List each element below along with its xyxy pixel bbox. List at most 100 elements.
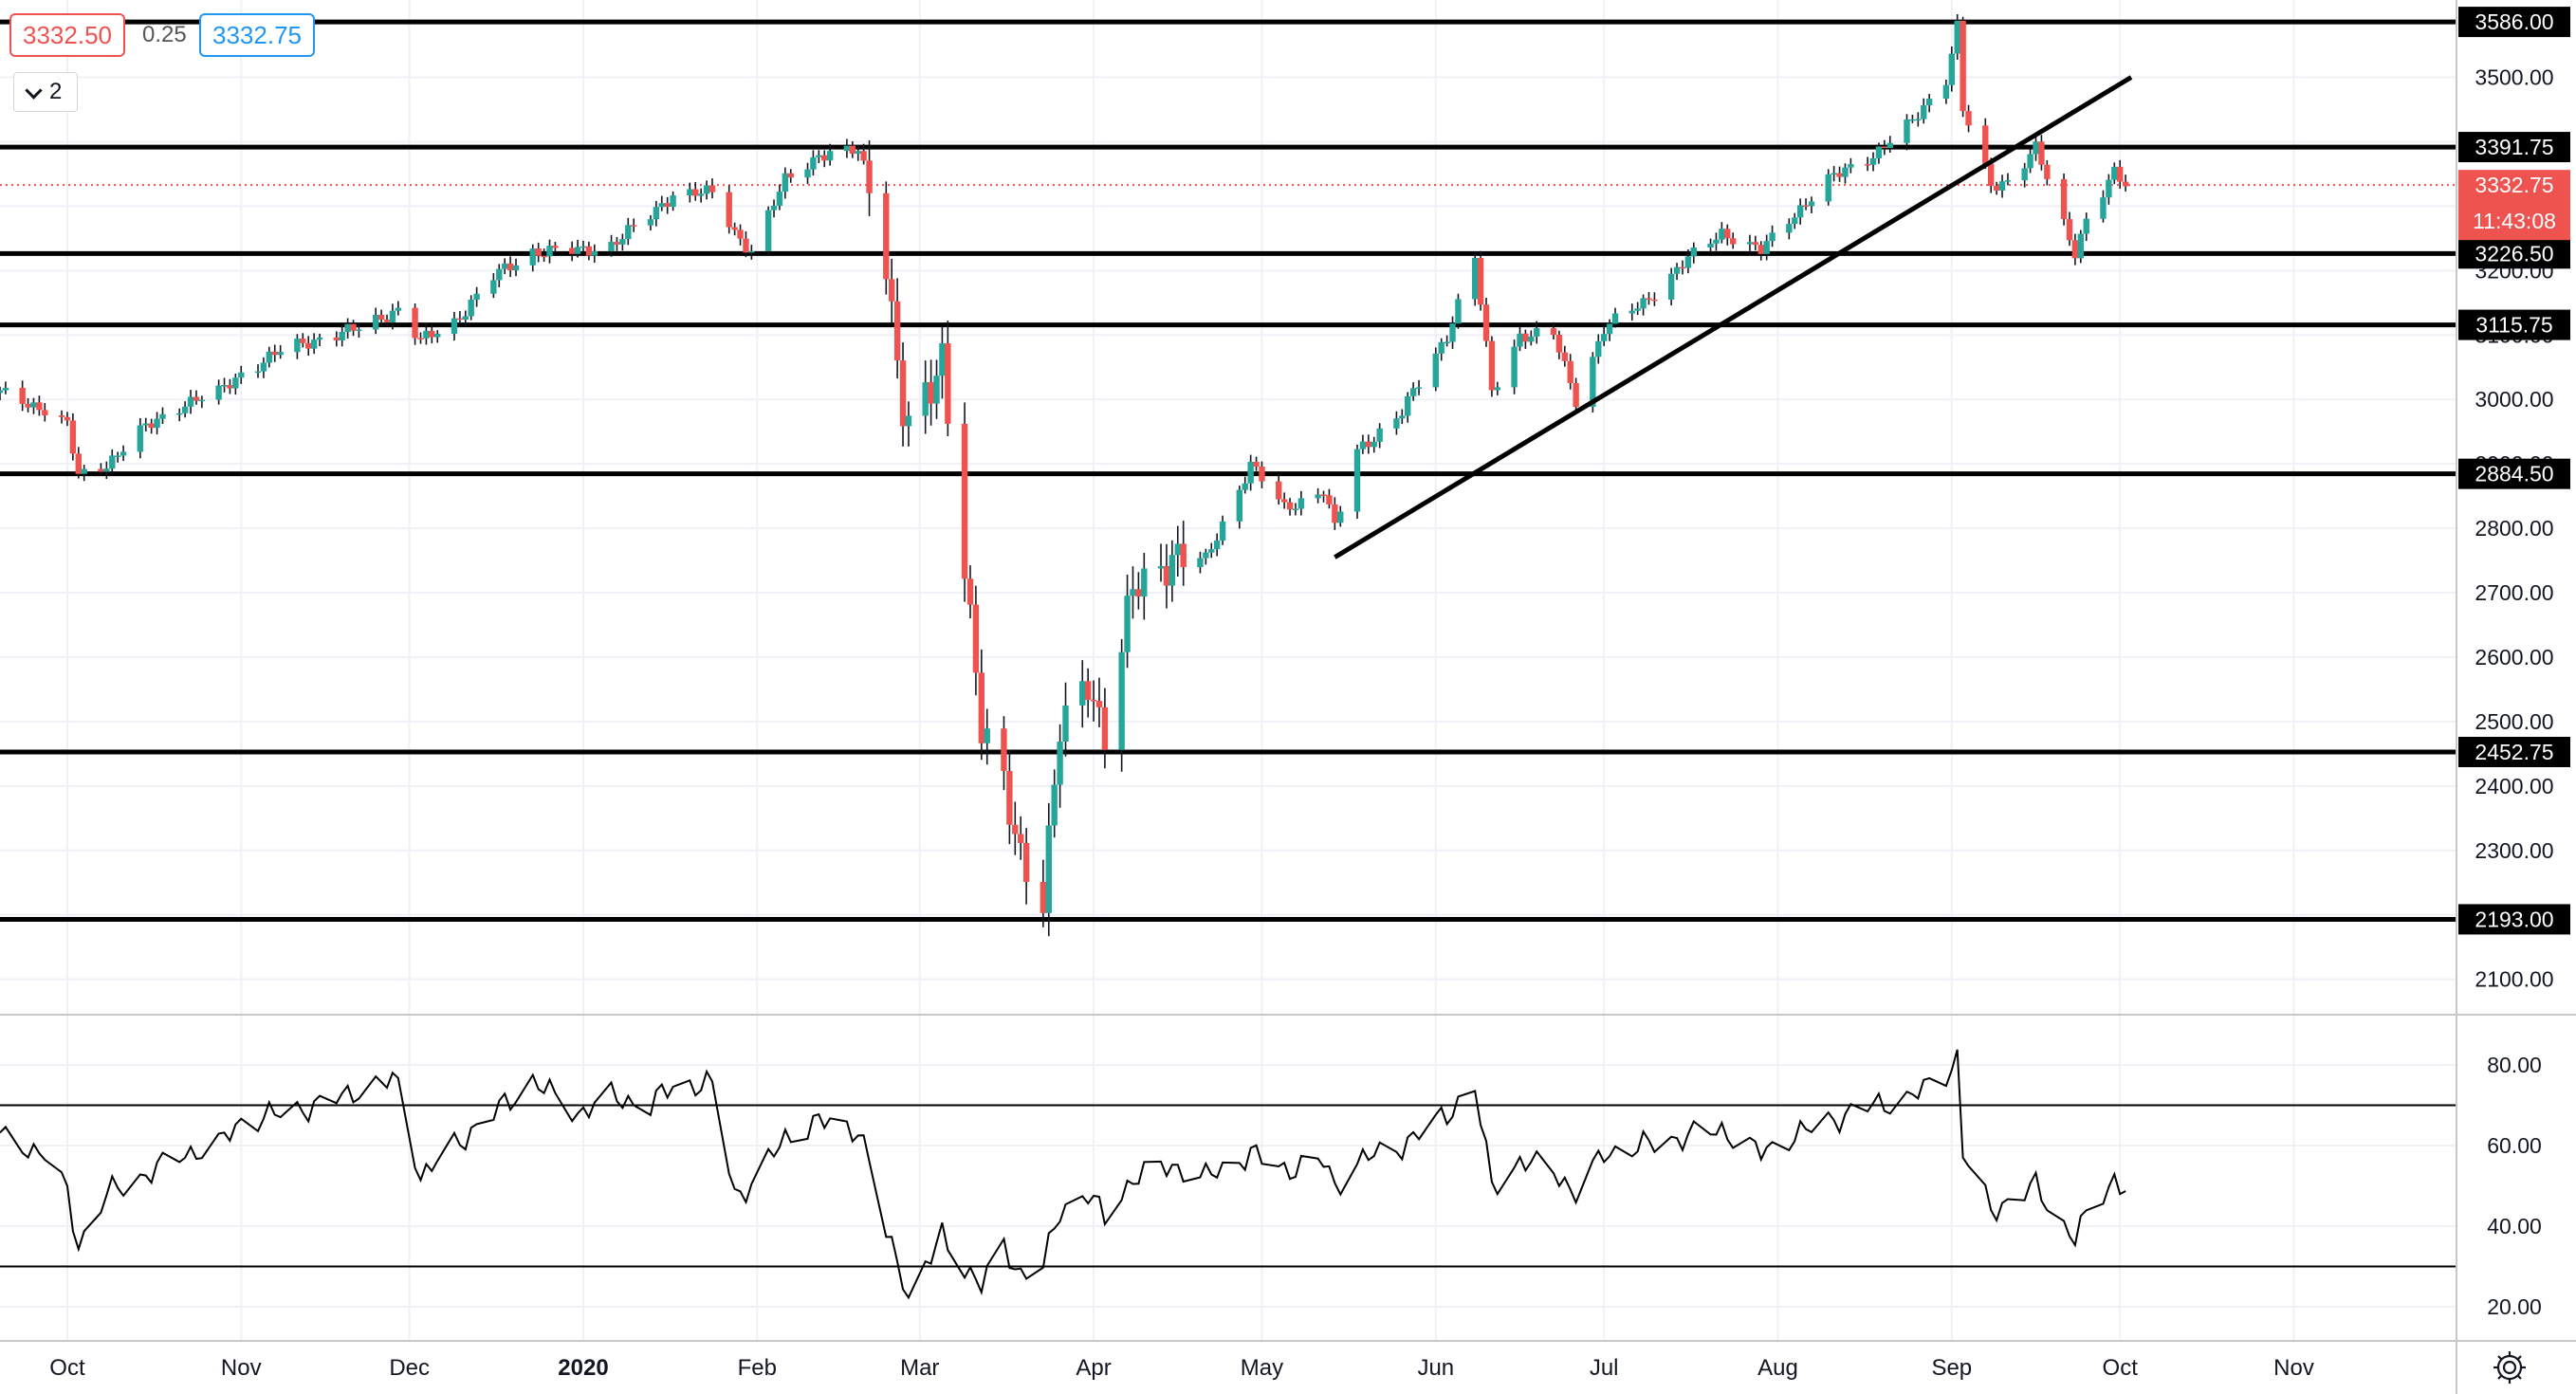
candle [1018,816,1024,860]
candle [1942,79,1950,104]
candle [1802,198,1810,211]
candle [1141,553,1148,620]
candle [159,407,166,425]
level-tag-value: 2884.50 [2475,462,2553,486]
candle [1444,335,1450,347]
candle [1763,234,1770,261]
candle [821,150,828,168]
candle [748,245,755,260]
candle [423,323,430,345]
candle [221,377,228,393]
candle [30,397,37,414]
candle [889,258,895,323]
candle [1848,157,1854,174]
candle [1786,218,1793,240]
candle [1326,488,1333,509]
candle [945,321,951,437]
candle [1792,212,1798,229]
candle [647,214,654,230]
candle [658,195,665,211]
candle [1881,139,1888,156]
candle [1836,166,1843,182]
candle [708,178,716,199]
candle [1012,801,1019,855]
trendlines [1334,75,2133,559]
candle [1135,572,1142,610]
candle [883,181,890,295]
candle [860,143,867,165]
legend-toggle-button[interactable]: 2 [13,72,78,112]
oscillator-tick-label: 40.00 [2487,1214,2542,1238]
candle [496,264,503,287]
time-axis[interactable]: Oct Nov Dec 2020 Feb Mar Apr May Jun Jul Aug Sep Oct… [49,1355,2314,1381]
candle [1606,319,1613,341]
candle [1517,326,1523,352]
trendline[interactable] [1334,75,2133,559]
candle [782,167,789,199]
candle [316,333,323,347]
candle [271,344,278,362]
candle [1101,688,1109,769]
candle [1746,234,1754,251]
candle [109,449,116,473]
level-tag-value: 3586.00 [2475,9,2553,34]
candle [456,311,464,325]
candle [389,303,396,330]
candle [1673,263,1681,281]
candle [506,256,514,278]
time-tick-label: Oct [49,1355,85,1381]
time-tick-label: Nov [2273,1355,2314,1381]
candle [176,408,183,422]
candle [305,336,312,357]
gear-icon[interactable] [2491,1348,2529,1386]
candle [1006,750,1013,845]
candle [1259,461,1265,488]
candle [1825,169,1831,206]
candle [630,218,637,232]
price-tick-label: 2400.00 [2475,774,2553,798]
buy-price-button[interactable]: 3332.75 [199,13,315,57]
candle [787,169,794,183]
level-tags: 3586.00 3391.75 3226.50 3115.75 2884.50 2452.… [2458,7,2570,935]
candle [1297,490,1305,516]
candle [294,334,301,359]
candle [1409,382,1417,401]
candle [1869,152,1877,172]
candle [855,145,861,161]
candle [1332,497,1338,530]
candle [1095,677,1103,727]
level-tag-value: 2193.00 [2475,907,2553,931]
candle [1124,574,1131,669]
candle [1651,292,1658,306]
candle [1247,454,1254,491]
candle [2117,159,2124,189]
time-tick-label: Nov [221,1355,262,1381]
candle [1084,668,1092,718]
candle [692,181,699,201]
candle [114,451,121,463]
candle [1471,253,1479,306]
oscillator-axis[interactable]: 20.00 40.00 60.00 80.00 [2487,1053,2542,1319]
candle [922,360,929,434]
candle [1528,330,1535,346]
candle [395,301,402,316]
candle [42,402,48,422]
candle [726,185,732,234]
oscillator-tick-label: 20.00 [2487,1294,2542,1319]
oscillator-line [0,1049,2126,1300]
candle [468,295,474,321]
candle [614,237,620,251]
candle [1040,859,1047,927]
level-tag-value: 3391.75 [2475,135,2553,159]
oscillator-tick-label: 60.00 [2487,1133,2542,1158]
candle [1634,302,1641,316]
candle [1371,436,1377,453]
sell-price-button[interactable]: 3332.50 [9,13,125,57]
candle [103,461,110,480]
grid-lines [0,0,2456,1341]
candle [1488,336,1496,397]
candle [541,248,547,262]
candle [1998,174,2006,198]
